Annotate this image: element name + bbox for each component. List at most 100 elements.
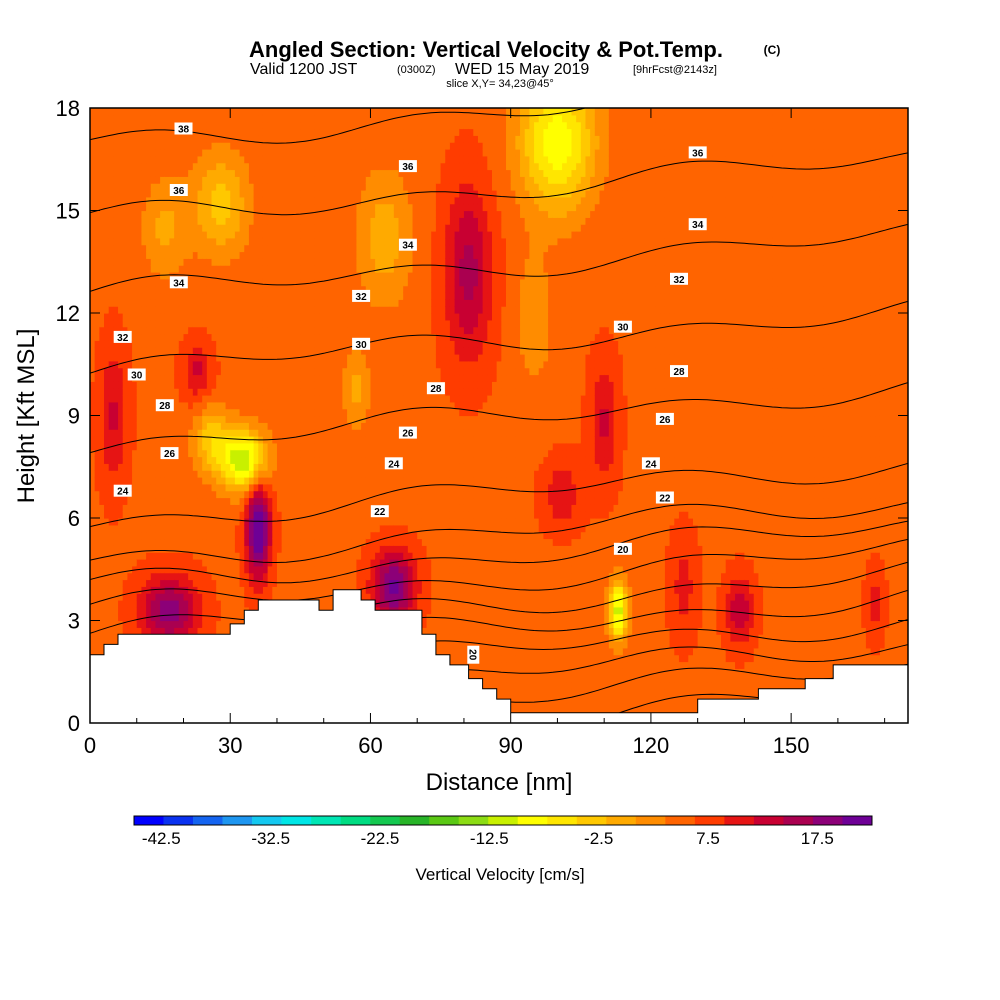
field-cell — [216, 135, 222, 143]
field-cell — [150, 265, 157, 273]
field-cell — [99, 483, 105, 492]
field-cell — [192, 183, 199, 191]
field-cell — [248, 299, 255, 307]
field-cell — [155, 572, 161, 581]
field-cell — [146, 483, 152, 492]
field-cell — [323, 477, 329, 485]
field-cell — [234, 395, 241, 403]
field-cell — [197, 333, 203, 341]
field-cell — [155, 326, 161, 335]
field-cell — [244, 381, 250, 389]
field-cell — [122, 374, 128, 382]
field-cell — [267, 190, 273, 198]
field-cell — [319, 388, 325, 396]
field-cell — [230, 477, 236, 485]
field-cell — [127, 176, 133, 184]
field-cell — [216, 244, 222, 253]
field-cell — [104, 354, 110, 362]
field-cell — [267, 306, 273, 314]
field-cell — [94, 292, 100, 300]
field-cell — [342, 333, 348, 341]
field-cell — [333, 128, 339, 136]
field-cell — [309, 285, 315, 294]
field-cell — [347, 442, 353, 451]
field-cell — [267, 490, 273, 499]
field-cell — [94, 647, 100, 656]
field-cell — [253, 203, 259, 212]
field-cell — [155, 114, 161, 123]
field-cell — [202, 531, 208, 540]
field-cell — [188, 244, 194, 253]
field-cell — [225, 395, 231, 403]
field-cell — [272, 572, 278, 581]
field-cell — [262, 319, 269, 328]
field-cell — [90, 183, 96, 191]
field-cell — [146, 306, 152, 314]
field-cell — [314, 210, 320, 218]
field-cell — [309, 388, 315, 396]
field-cell — [178, 593, 185, 601]
field-cell — [248, 367, 255, 376]
field-cell — [113, 149, 119, 157]
field-cell — [300, 347, 306, 355]
field-cell — [132, 285, 138, 294]
field-cell — [211, 593, 217, 601]
field-cell — [178, 524, 185, 533]
field-cell — [276, 408, 283, 417]
field-cell — [234, 313, 241, 321]
field-cell — [150, 429, 157, 437]
field-cell — [206, 196, 213, 205]
field-cell — [276, 483, 283, 492]
field-cell — [178, 497, 185, 505]
field-cell — [323, 483, 329, 492]
field-cell — [262, 354, 269, 362]
field-cell — [262, 477, 269, 485]
field-cell — [337, 524, 344, 533]
field-cell — [286, 326, 292, 335]
field-cell — [276, 449, 283, 458]
field-cell — [290, 135, 297, 143]
field-cell — [309, 340, 315, 348]
field-cell — [272, 449, 278, 458]
field-cell — [225, 162, 231, 171]
field-cell — [174, 593, 180, 601]
field-cell — [94, 299, 100, 307]
field-cell — [323, 128, 329, 136]
field-cell — [155, 388, 161, 396]
field-cell — [118, 606, 124, 615]
field-cell — [174, 360, 180, 369]
field-cell — [258, 114, 264, 123]
field-cell — [323, 381, 329, 389]
field-cell — [211, 114, 217, 123]
field-cell — [160, 538, 166, 546]
field-cell — [169, 340, 175, 348]
field-cell — [164, 162, 171, 171]
field-cell — [230, 258, 236, 266]
field-cell — [202, 559, 208, 567]
field-cell — [99, 224, 105, 232]
field-cell — [337, 415, 344, 423]
field-cell — [225, 422, 231, 430]
field-cell — [248, 169, 255, 177]
field-cell — [267, 565, 273, 574]
field-cell — [272, 593, 278, 601]
field-cell — [309, 347, 315, 355]
field-cell — [281, 388, 287, 396]
field-cell — [104, 524, 110, 533]
field-cell — [113, 415, 119, 423]
field-cell — [197, 552, 203, 560]
field-cell — [197, 381, 203, 389]
field-cell — [192, 395, 199, 403]
field-cell — [141, 518, 147, 526]
field-cell — [319, 108, 325, 116]
field-cell — [122, 142, 128, 150]
field-cell — [258, 579, 264, 587]
field-cell — [286, 169, 292, 177]
field-cell — [94, 613, 100, 622]
field-cell — [333, 354, 339, 362]
field-cell — [113, 579, 119, 587]
field-cell — [258, 244, 264, 253]
field-cell — [323, 176, 329, 184]
field-cell — [309, 272, 315, 280]
field-cell — [183, 593, 189, 601]
